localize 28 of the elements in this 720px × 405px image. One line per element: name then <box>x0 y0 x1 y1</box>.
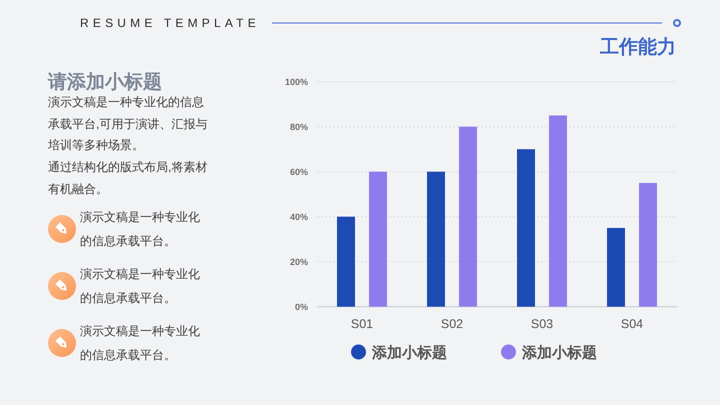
legend-label: 添加小标题 <box>371 344 447 362</box>
y-tick-label: 80% <box>290 122 308 132</box>
bar <box>427 172 445 307</box>
x-tick-label: S03 <box>530 317 554 331</box>
x-tick-label: S04 <box>620 317 644 331</box>
text: 演示文稿是一种专业化的信息承载平台。 <box>80 209 201 250</box>
text: 演示文稿是一种专业化的信息承载平台。 <box>80 266 201 307</box>
bar <box>337 216 355 307</box>
text: 通过结构化的版式布局,将素材有机融合。 <box>48 159 208 198</box>
x-tick-label: S01 <box>350 317 374 331</box>
text: 演示文稿是一种专业化的信息承载平台,可用于演讲、汇报与培训等多种场景。 <box>48 94 208 154</box>
bar <box>459 126 477 307</box>
text: 请添加小标题 <box>47 71 162 93</box>
y-tick-label: 60% <box>290 167 308 177</box>
bar <box>607 228 625 307</box>
bar <box>549 115 567 307</box>
bar <box>517 149 535 307</box>
bar <box>369 172 387 307</box>
chart-title: 工作能力 <box>599 36 676 58</box>
y-tick-label: 100% <box>284 77 308 87</box>
y-tick-label: 0% <box>294 302 308 312</box>
bar <box>639 182 657 307</box>
x-tick-label: S02 <box>440 317 464 331</box>
text: 演示文稿是一种专业化的信息承载平台。 <box>80 323 201 364</box>
legend-label: 添加小标题 <box>521 344 597 362</box>
y-tick-label: 40% <box>290 212 308 222</box>
y-tick-label: 20% <box>290 257 308 267</box>
text: RESUME TEMPLATE <box>80 16 260 30</box>
